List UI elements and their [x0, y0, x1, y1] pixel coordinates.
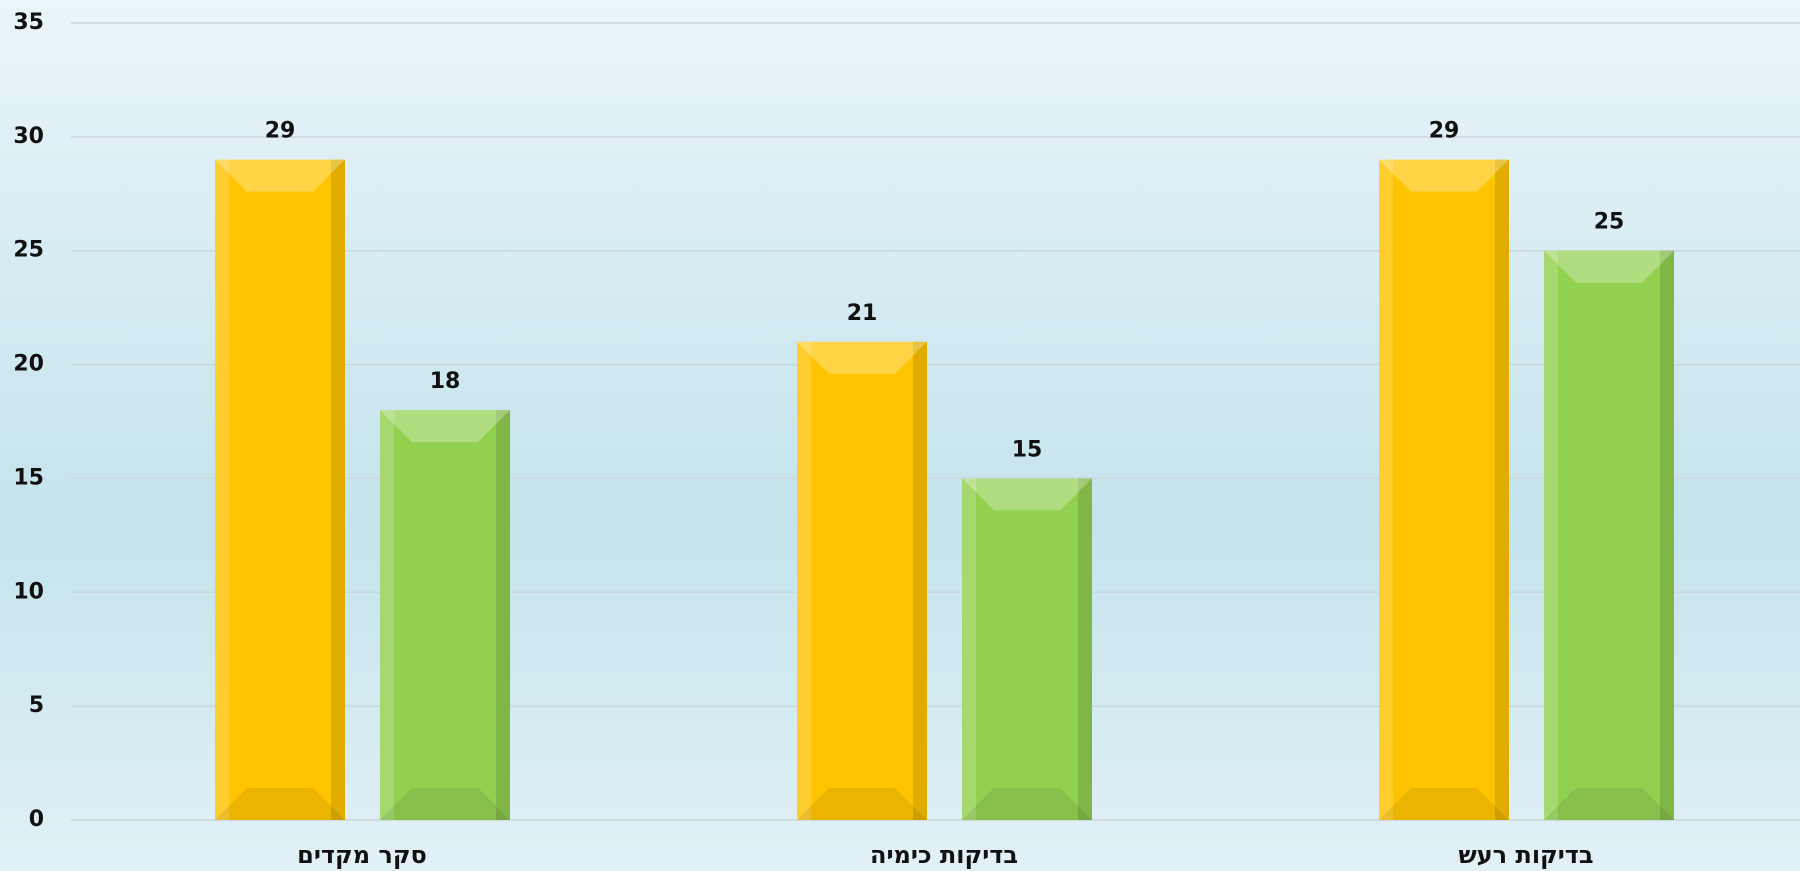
bar-shade-left: [962, 478, 976, 820]
bar-shade-right: [496, 410, 510, 820]
x-tick-label: בדיקות כימיה: [870, 841, 1018, 869]
bar-shade-right: [1495, 159, 1509, 821]
y-tick-label: 25: [13, 238, 44, 263]
bar: [1544, 250, 1674, 820]
bar-bevel-top: [1544, 250, 1674, 283]
bar-bevel-bottom: [962, 788, 1092, 820]
bar-bevel-top: [1379, 159, 1509, 192]
y-tick-label: 15: [13, 465, 44, 490]
bar-bevel-top: [797, 341, 927, 374]
bar-shade-left: [797, 341, 811, 820]
bar-bevel-top: [215, 159, 345, 192]
y-tick-label: 0: [29, 807, 44, 832]
x-tick-label: סקר מקדים: [297, 841, 427, 869]
bar: [962, 478, 1092, 820]
value-label: 21: [847, 301, 878, 326]
bar-bevel-bottom: [380, 788, 510, 820]
bar-bevel-bottom: [1544, 788, 1674, 820]
bar-shade-right: [1660, 250, 1674, 820]
bar-shade-right: [1078, 478, 1092, 820]
bar-bevel-bottom: [797, 788, 927, 820]
y-tick-label: 30: [13, 124, 44, 149]
bar: [1379, 159, 1509, 821]
bar-bevel-top: [380, 410, 510, 443]
value-label: 29: [265, 119, 296, 144]
value-label: 29: [1429, 119, 1460, 144]
value-label: 18: [430, 369, 461, 394]
bar: [215, 159, 345, 821]
bar-bevel-top: [962, 478, 1092, 511]
y-tick-label: 5: [29, 693, 44, 718]
x-tick-label: בדיקות רעש: [1458, 841, 1593, 869]
bar-shade-left: [1544, 250, 1558, 820]
y-tick-label: 35: [13, 10, 44, 35]
bar-shade-left: [215, 159, 229, 821]
bar: [380, 410, 510, 820]
bar-shade-right: [913, 341, 927, 820]
bar-shade-left: [1379, 159, 1393, 821]
bar: [797, 341, 927, 820]
bar-bevel-bottom: [215, 788, 345, 820]
bar-shade-right: [331, 159, 345, 821]
bar-shade-left: [380, 410, 394, 820]
value-label: 25: [1594, 210, 1625, 235]
y-tick-label: 10: [13, 579, 44, 604]
y-tick-label: 20: [13, 352, 44, 377]
bar-bevel-bottom: [1379, 788, 1509, 820]
value-label: 15: [1012, 437, 1043, 462]
